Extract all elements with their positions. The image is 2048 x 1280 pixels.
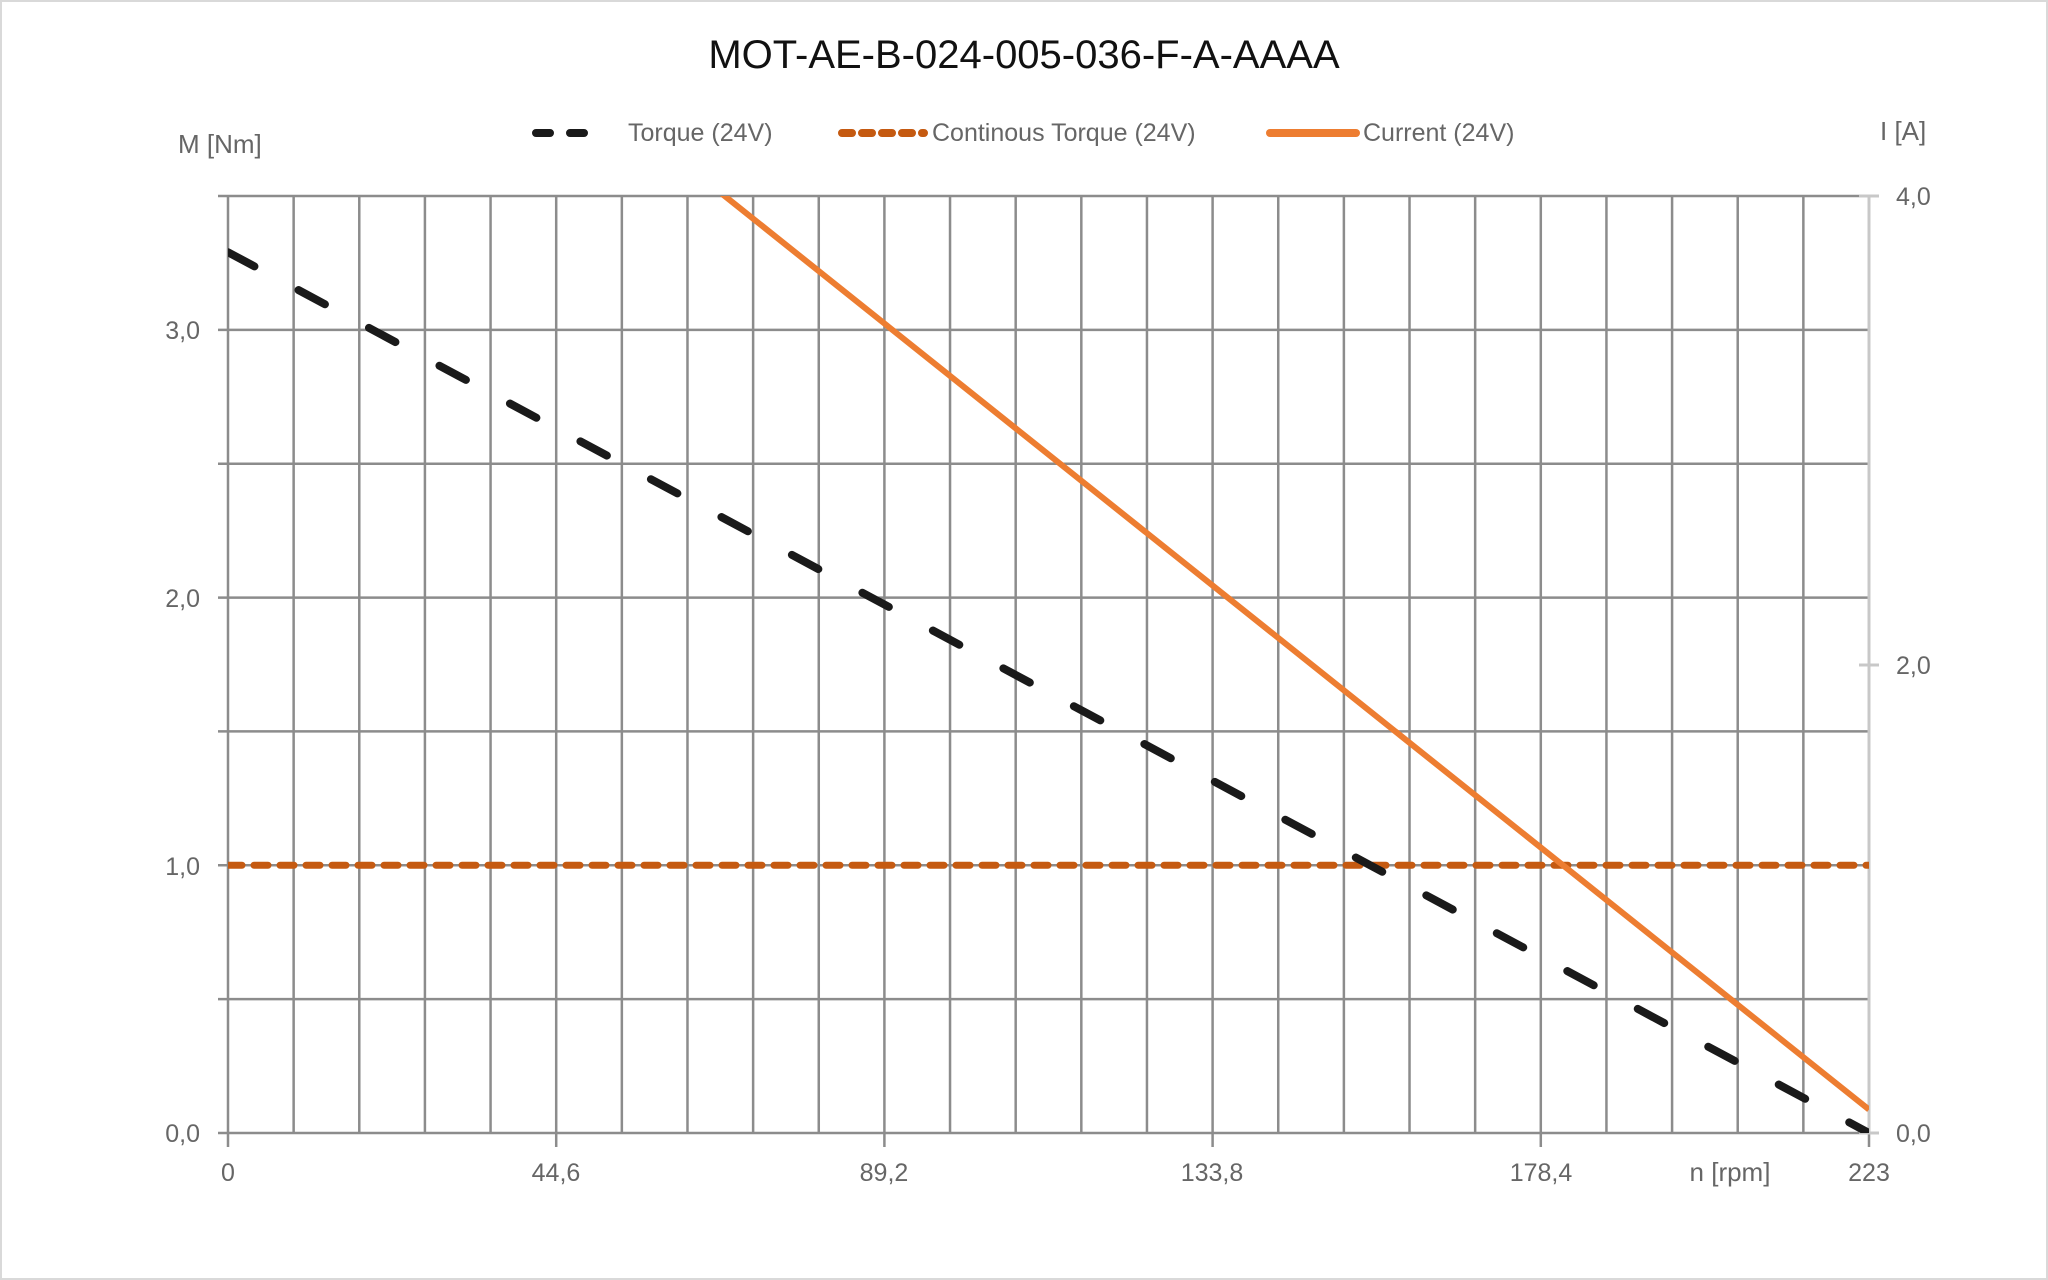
y-tick: 3,0 <box>165 317 200 345</box>
x-tick: 0 <box>221 1159 235 1187</box>
plot-area <box>228 196 1869 1133</box>
y-axis-ticks: 0,0 1,0 2,0 3,0 <box>165 317 200 1148</box>
x-tick: 89,2 <box>860 1159 909 1187</box>
current-line <box>719 196 1869 1112</box>
y2-axis-label: I [A] <box>1880 116 1926 146</box>
y2-axis-ticks: 0,0 2,0 4,0 <box>1896 183 1931 1148</box>
legend-item-current: Current (24V) <box>1266 119 1514 147</box>
y2-tick: 4,0 <box>1896 183 1931 211</box>
y-tick: 1,0 <box>165 853 200 881</box>
y-axis-label: M [Nm] <box>178 129 262 159</box>
y2-tick: 0,0 <box>1896 1120 1931 1148</box>
y-tick: 0,0 <box>165 1120 200 1148</box>
legend: Torque (24V) Continous Torque (24V) Curr… <box>532 119 1514 147</box>
x-tick: 178,4 <box>1510 1159 1573 1187</box>
y-tick: 2,0 <box>165 585 200 613</box>
x-axis-ticks: 0 44,6 89,2 133,8 178,4 223 <box>221 1159 1890 1187</box>
x-tick: 223 <box>1848 1159 1890 1187</box>
x-tick: 44,6 <box>532 1159 581 1187</box>
legend-item-continuous-torque: Continous Torque (24V) <box>838 119 1196 147</box>
legend-label: Continous Torque (24V) <box>932 119 1196 147</box>
legend-label: Current (24V) <box>1363 119 1514 147</box>
x-tick: 133,8 <box>1181 1159 1244 1187</box>
grid <box>218 194 1871 1147</box>
torque-line <box>228 248 1869 1133</box>
y2-tick: 2,0 <box>1896 652 1931 680</box>
x-axis-label: n [rpm] <box>1690 1157 1771 1187</box>
chart-title: MOT-AE-B-024-005-036-F-A-AAAA <box>708 33 1340 77</box>
right-axis <box>1859 194 1879 1135</box>
legend-item-torque: Torque (24V) <box>532 119 773 147</box>
legend-label: Torque (24V) <box>628 119 773 147</box>
